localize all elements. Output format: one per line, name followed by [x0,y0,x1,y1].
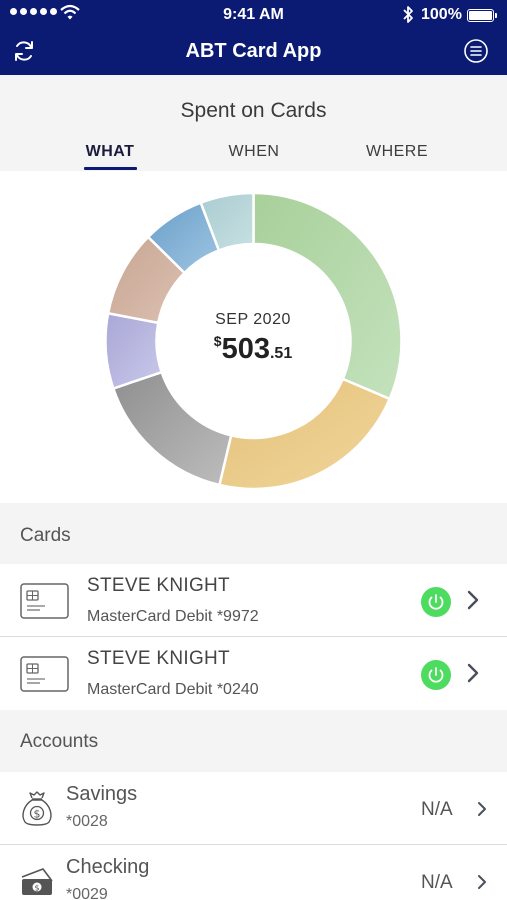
selected-tab-indicator [84,167,137,170]
card-holder-name: STEVE KNIGHT [87,648,230,669]
account-number: *0028 [66,813,108,830]
cards-section-label: Cards [20,525,71,546]
account-name: Checking [66,856,150,878]
accounts-section-label: Accounts [20,731,99,752]
money-bag-icon: $ [22,791,52,826]
card-description: MasterCard Debit *9972 [87,608,259,625]
card-power-toggle[interactable] [421,587,451,617]
tab-where[interactable]: WHERE [365,143,429,160]
amount-whole: 503 [221,333,270,365]
refresh-icon[interactable] [11,38,37,64]
nav-bar: ABT Card App [0,30,507,75]
signal-dots-icon [10,8,57,15]
chart-center-summary: SEP 2020 $503.51 [153,311,353,366]
battery-percent: 100% [421,6,462,23]
menu-icon[interactable] [463,38,489,64]
svg-text:$: $ [34,808,41,821]
bluetooth-icon [403,6,413,23]
power-icon [428,667,444,683]
account-balance: N/A [421,799,453,820]
chevron-right-icon[interactable] [466,662,480,684]
card-description: MasterCard Debit *0240 [87,681,259,698]
tab-when[interactable]: WHEN [228,143,280,160]
battery-icon [467,9,497,22]
account-row[interactable]: $ Savings *0028 N/A [0,772,507,845]
power-icon [428,594,444,610]
credit-card-icon [20,583,69,619]
account-number: *0029 [66,886,108,900]
spending-chart: SEP 2020 $503.51 [0,171,507,503]
chevron-right-icon[interactable] [466,589,480,611]
account-row[interactable]: $ Checking *0029 N/A [0,845,507,900]
donut-slice[interactable] [111,370,233,487]
card-row[interactable]: STEVE KNIGHT MasterCard Debit *0240 [0,637,507,710]
status-bar: 9:41 AM 100% [0,0,507,30]
total-spent: $503.51 [153,333,353,366]
accounts-section-header: Accounts [0,710,507,772]
amount-cents: .51 [269,345,293,362]
credit-card-icon [20,656,69,692]
donut-slice[interactable] [252,191,403,401]
svg-text:$: $ [34,884,39,893]
card-row[interactable]: STEVE KNIGHT MasterCard Debit *9972 [0,564,507,637]
cards-section-header: Cards [0,503,507,564]
chevron-right-icon[interactable] [477,801,487,817]
status-time: 9:41 AM [223,6,284,23]
donut-slice[interactable] [199,191,255,252]
card-power-toggle[interactable] [421,660,451,690]
wifi-icon [60,4,80,20]
spending-heading: Spent on Cards [180,99,327,122]
account-name: Savings [66,783,138,805]
donut-chart [104,191,403,491]
account-balance: N/A [421,872,453,893]
tab-what[interactable]: WHAT [85,143,135,160]
cash-stack-icon: $ [21,868,53,895]
card-holder-name: STEVE KNIGHT [87,575,230,596]
donut-slice[interactable] [217,377,392,491]
spending-header: Spent on Cards WHAT WHEN WHERE [0,75,507,171]
app-title: ABT Card App [185,40,322,62]
currency-symbol: $ [213,333,222,349]
chevron-right-icon[interactable] [477,874,487,890]
chart-period: SEP 2020 [215,311,291,328]
